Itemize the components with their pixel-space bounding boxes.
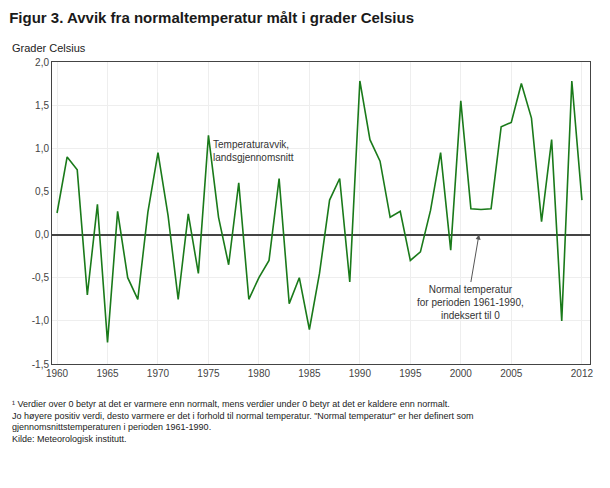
svg-text:Figur 3. Avvik fra normaltempe: Figur 3. Avvik fra normaltemperatur målt… xyxy=(9,9,414,26)
svg-text:1960: 1960 xyxy=(46,368,69,379)
svg-text:-0,5: -0,5 xyxy=(32,272,50,283)
svg-text:2000: 2000 xyxy=(450,368,473,379)
svg-text:2,0: 2,0 xyxy=(35,57,49,68)
svg-text:0,5: 0,5 xyxy=(35,186,49,197)
svg-text:1995: 1995 xyxy=(399,368,422,379)
svg-text:¹ Verdier over 0 betyr at det: ¹ Verdier over 0 betyr at det er varmere… xyxy=(12,399,474,444)
svg-text:0,0: 0,0 xyxy=(35,229,49,240)
svg-text:1980: 1980 xyxy=(248,368,271,379)
svg-text:1970: 1970 xyxy=(147,368,170,379)
svg-text:1990: 1990 xyxy=(349,368,372,379)
svg-text:Normal temperaturfor perioden: Normal temperaturfor perioden 1961-1990,… xyxy=(417,284,524,321)
svg-text:1,0: 1,0 xyxy=(35,143,49,154)
svg-text:1,5: 1,5 xyxy=(35,100,49,111)
svg-text:2005: 2005 xyxy=(500,368,523,379)
svg-text:Grader Celsius: Grader Celsius xyxy=(12,42,86,54)
svg-text:2012: 2012 xyxy=(571,368,594,379)
svg-text:1985: 1985 xyxy=(298,368,321,379)
svg-text:-1,0: -1,0 xyxy=(32,315,50,326)
svg-text:1965: 1965 xyxy=(96,368,119,379)
svg-text:1975: 1975 xyxy=(197,368,220,379)
svg-text:Temperaturavvik,landsgjennomsn: Temperaturavvik,landsgjennomsnitt xyxy=(213,139,294,163)
svg-text:-1,5: -1,5 xyxy=(32,359,50,370)
